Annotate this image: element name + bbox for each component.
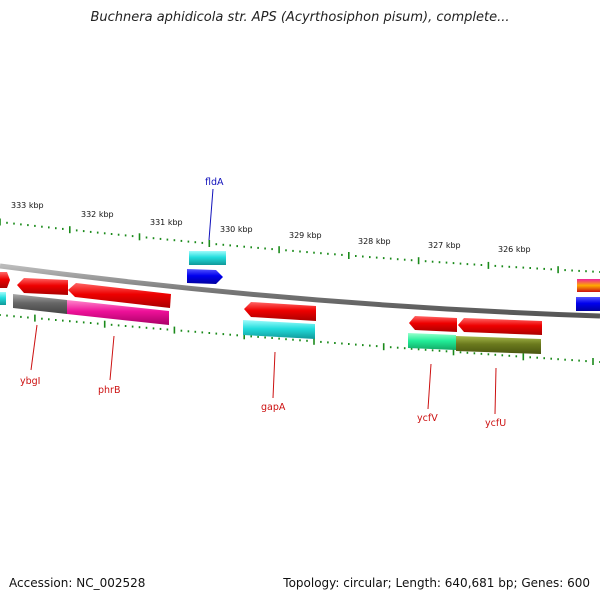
ybgI-grey-feature[interactable] (13, 294, 67, 314)
tick-label-330: 330 kbp (220, 225, 253, 234)
phrB-magenta-feature[interactable] (67, 300, 169, 325)
tick-label-329: 329 kbp (289, 231, 322, 240)
gapA-leader (272, 351, 276, 399)
tick-label-333: 333 kbp (11, 201, 44, 210)
tick-label-328: 328 kbp (358, 237, 391, 246)
gene-label-ycfU[interactable]: ycfU (485, 418, 506, 429)
cds-feature[interactable] (0, 272, 10, 288)
phrB-cds[interactable] (68, 283, 171, 308)
ycfU-cds[interactable] (458, 318, 542, 335)
ycfV-leader (427, 363, 432, 410)
gene-labels: fldA ybgI phrB gapA ycfV ycfU (20, 177, 506, 429)
blue-feature[interactable] (576, 297, 600, 311)
ycfV-cds[interactable] (409, 316, 457, 332)
gapA-cyan-feature[interactable] (243, 320, 315, 339)
gene-label-ycfV[interactable]: ycfV (417, 413, 438, 424)
gene-label-ybgI[interactable]: ybgI (20, 376, 40, 387)
accession-footer: Accession: NC_002528 (9, 576, 146, 590)
ycfU-olive-feature[interactable] (456, 336, 541, 354)
gene-label-gapA[interactable]: gapA (261, 402, 286, 413)
phrB-leader (109, 335, 115, 381)
fldA-cyan-feature[interactable] (189, 251, 226, 265)
summary-footer: Topology: circular; Length: 640,681 bp; … (283, 576, 590, 590)
gene-label-phrB[interactable]: phrB (98, 385, 120, 396)
forward-strand-features (0, 251, 600, 311)
tick-label-332: 332 kbp (81, 210, 114, 219)
map-title: Buchnera aphidicola str. APS (Acyrthosip… (90, 10, 510, 25)
tick-labels: 333 kbp 332 kbp 331 kbp 330 kbp 329 kbp … (11, 201, 531, 254)
gapA-cds[interactable] (244, 302, 316, 321)
ycfV-green-feature[interactable] (408, 333, 456, 350)
fldA-leader (208, 188, 214, 241)
tick-label-326: 326 kbp (498, 245, 531, 254)
genome-backbone (0, 263, 600, 319)
tick-label-331: 331 kbp (150, 218, 183, 227)
outer-tick-ring (0, 218, 600, 274)
reverse-strand-features (13, 278, 542, 354)
label-leader-lines (30, 188, 497, 415)
ybgI-cds[interactable] (17, 278, 68, 295)
cyan-feature[interactable] (0, 292, 6, 305)
ybgI-leader (30, 324, 38, 371)
inner-tick-ring (0, 314, 600, 365)
tick-label-327: 327 kbp (428, 241, 461, 250)
gene-label-fldA[interactable]: fldA (205, 177, 224, 188)
stacked-feature[interactable] (577, 279, 600, 292)
ycfU-leader (494, 367, 497, 415)
fldA-cds[interactable] (187, 269, 223, 284)
